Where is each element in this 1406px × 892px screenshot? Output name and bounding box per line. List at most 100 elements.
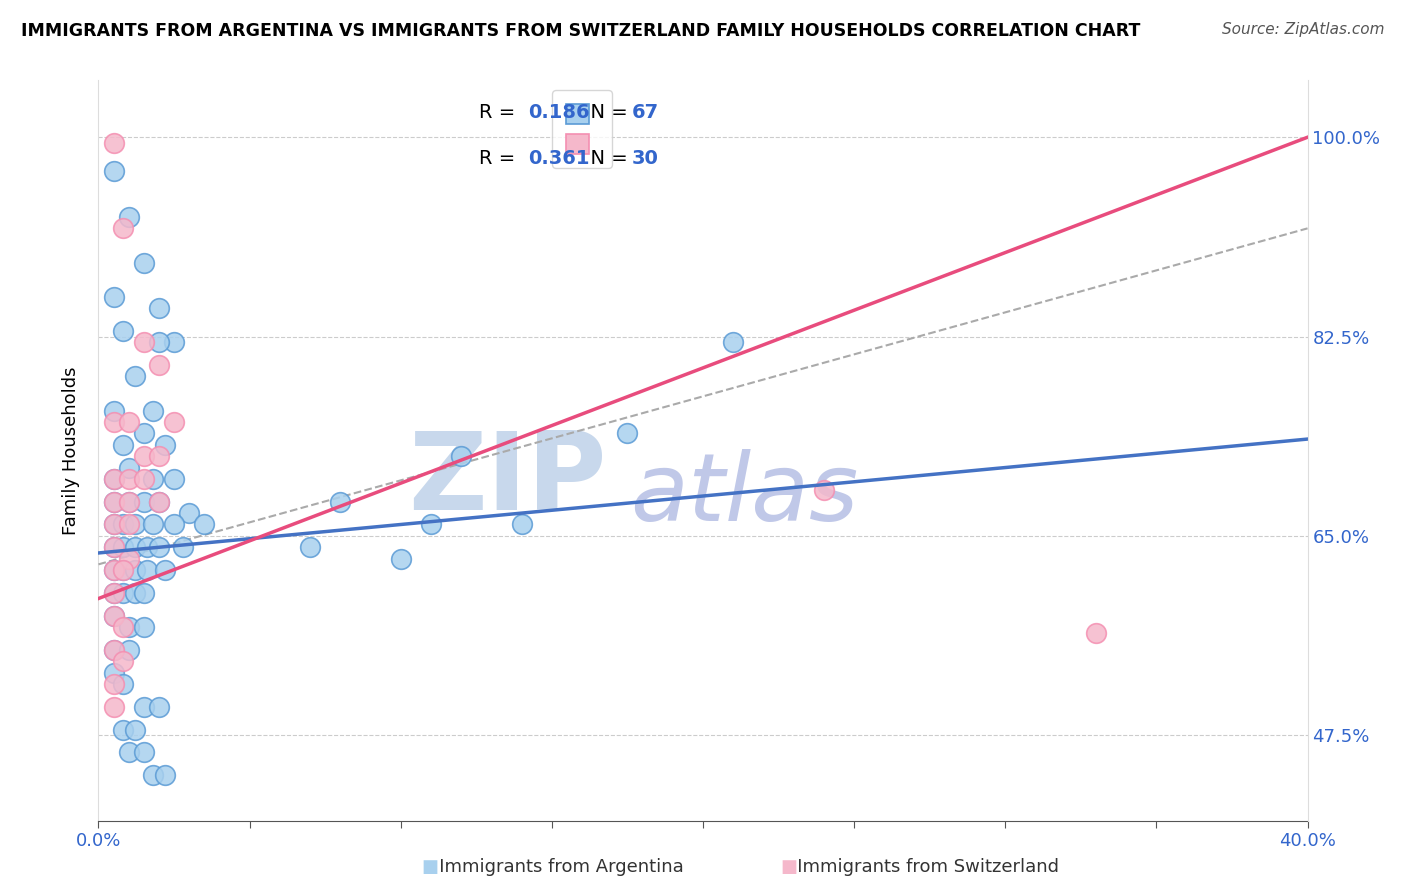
Point: [163, 517, 186, 532]
Text: IMMIGRANTS FROM ARGENTINA VS IMMIGRANTS FROM SWITZERLAND FAMILY HOUSEHOLDS CORRE: IMMIGRANTS FROM ARGENTINA VS IMMIGRANTS …: [21, 22, 1140, 40]
Text: ■: ■: [780, 858, 797, 876]
Point: [132, 586, 155, 600]
Point: [153, 563, 176, 577]
Point: [103, 472, 125, 486]
Text: R =: R =: [479, 103, 522, 121]
Point: [103, 665, 125, 680]
Point: [111, 563, 134, 577]
Point: [111, 221, 134, 235]
Point: [510, 517, 533, 532]
Point: [103, 642, 125, 657]
Point: [163, 415, 186, 429]
Point: [148, 449, 170, 463]
Point: [118, 551, 141, 566]
Text: atlas: atlas: [630, 450, 859, 541]
Point: [132, 449, 155, 463]
Point: [163, 472, 186, 486]
Point: [103, 642, 125, 657]
Point: [135, 541, 157, 555]
Point: [148, 301, 170, 315]
Point: [163, 335, 186, 350]
Point: [153, 768, 176, 782]
Text: ZIP: ZIP: [408, 427, 606, 533]
Point: [142, 517, 165, 532]
Point: [103, 608, 125, 623]
Point: [420, 517, 443, 532]
Point: [118, 494, 141, 508]
Point: [1085, 625, 1108, 640]
Point: [118, 620, 141, 634]
Text: N =: N =: [578, 148, 634, 168]
Point: [103, 699, 125, 714]
Point: [172, 541, 194, 555]
Point: [148, 358, 170, 372]
Text: 0.361: 0.361: [527, 148, 589, 168]
Point: [148, 699, 170, 714]
Point: [111, 541, 134, 555]
Point: [103, 541, 125, 555]
Point: [142, 768, 165, 782]
Point: [153, 438, 176, 452]
Point: [450, 449, 472, 463]
Point: [142, 403, 165, 417]
Point: [118, 745, 141, 759]
Point: [329, 494, 352, 508]
Point: [103, 541, 125, 555]
Point: [118, 415, 141, 429]
Point: [813, 483, 835, 498]
Point: [103, 494, 125, 508]
Point: [389, 551, 412, 566]
Point: [118, 210, 141, 224]
Point: [148, 494, 170, 508]
Text: Source: ZipAtlas.com: Source: ZipAtlas.com: [1222, 22, 1385, 37]
Text: 67: 67: [631, 103, 659, 121]
Point: [103, 494, 125, 508]
Point: [111, 620, 134, 634]
Point: [103, 517, 125, 532]
Point: [103, 563, 125, 577]
Point: [118, 460, 141, 475]
Point: [723, 335, 745, 350]
Point: [142, 472, 165, 486]
Text: ■: ■: [422, 858, 439, 876]
Point: [148, 494, 170, 508]
Point: [118, 517, 141, 532]
Point: [111, 563, 134, 577]
Point: [103, 677, 125, 691]
Point: [103, 472, 125, 486]
Point: [124, 541, 146, 555]
Point: [111, 677, 134, 691]
Text: Immigrants from Switzerland: Immigrants from Switzerland: [780, 858, 1059, 876]
Point: [124, 517, 146, 532]
Point: [103, 164, 125, 178]
Point: [132, 620, 155, 634]
Point: [111, 517, 134, 532]
Text: N =: N =: [578, 103, 634, 121]
Point: [103, 517, 125, 532]
Point: [193, 517, 215, 532]
Point: [111, 586, 134, 600]
Point: [616, 426, 638, 441]
Point: [118, 642, 141, 657]
Text: Immigrants from Argentina: Immigrants from Argentina: [422, 858, 683, 876]
Point: [103, 608, 125, 623]
Y-axis label: Family Households: Family Households: [62, 367, 80, 534]
Point: [135, 563, 157, 577]
Point: [132, 494, 155, 508]
Point: [179, 506, 201, 520]
Point: [148, 541, 170, 555]
Point: [124, 723, 146, 737]
Point: [103, 586, 125, 600]
Point: [132, 699, 155, 714]
Point: [132, 426, 155, 441]
Point: [103, 290, 125, 304]
Text: 0.186: 0.186: [527, 103, 589, 121]
Point: [103, 136, 125, 150]
Point: [111, 324, 134, 338]
Point: [148, 335, 170, 350]
Point: [103, 403, 125, 417]
Point: [124, 586, 146, 600]
Text: 30: 30: [631, 148, 658, 168]
Point: [124, 563, 146, 577]
Point: [103, 415, 125, 429]
